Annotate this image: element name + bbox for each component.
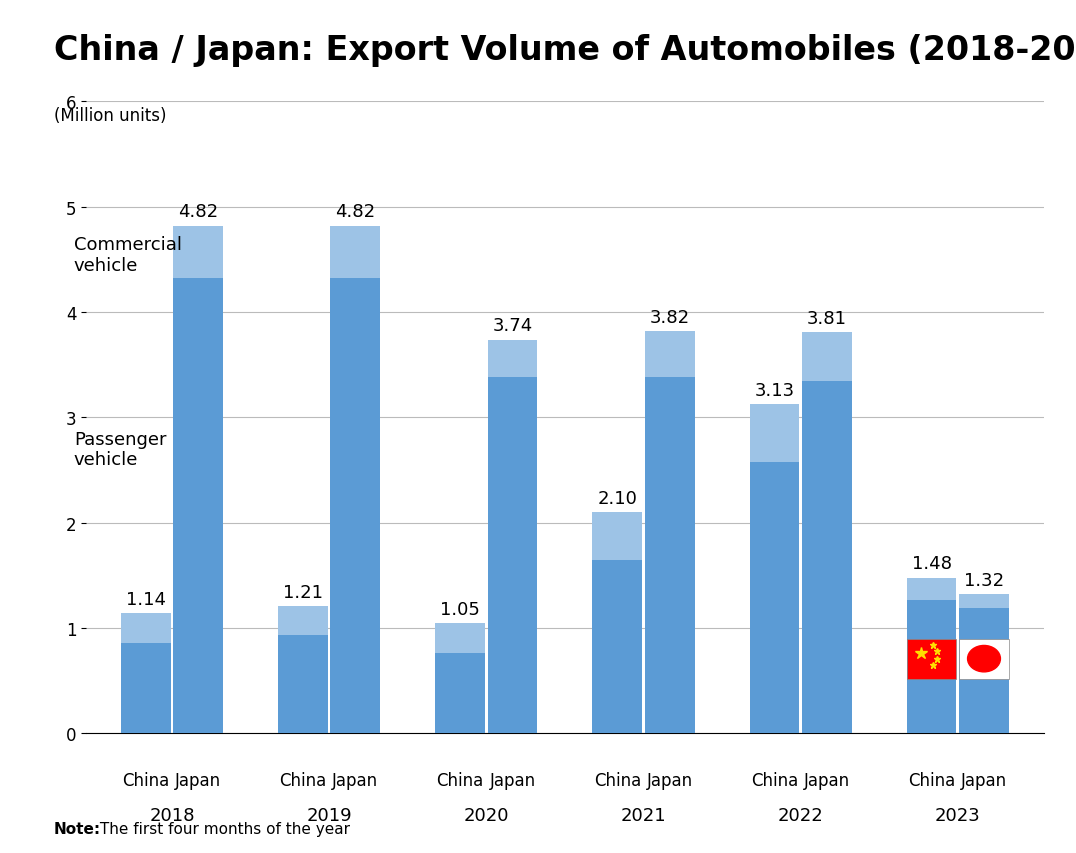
Text: China / Japan: Export Volume of Automobiles (2018-2023): China / Japan: Export Volume of Automobi… — [54, 34, 1076, 67]
Text: 3.13: 3.13 — [754, 381, 794, 399]
Bar — [121, 613, 171, 643]
Text: 2018: 2018 — [150, 806, 195, 824]
Text: China: China — [280, 771, 327, 789]
Bar — [750, 404, 799, 462]
Bar — [487, 378, 537, 734]
Text: Note:: Note: — [54, 821, 101, 836]
Bar — [593, 513, 642, 560]
Bar — [173, 279, 223, 734]
Bar — [173, 227, 223, 279]
Bar — [907, 577, 957, 600]
Text: 4.82: 4.82 — [179, 203, 218, 221]
Circle shape — [967, 646, 1001, 672]
Text: Japan: Japan — [175, 771, 222, 789]
Text: Japan: Japan — [332, 771, 379, 789]
Text: 2019: 2019 — [307, 806, 352, 824]
Bar — [278, 606, 328, 635]
Bar — [907, 600, 957, 734]
Bar — [802, 381, 852, 734]
Text: Japan: Japan — [961, 771, 1007, 789]
Text: 2022: 2022 — [778, 806, 823, 824]
Bar — [487, 340, 537, 378]
Bar — [330, 279, 380, 734]
Text: 2021: 2021 — [621, 806, 666, 824]
Text: Japan: Japan — [490, 771, 536, 789]
Text: 3.74: 3.74 — [493, 316, 533, 335]
Text: 2023: 2023 — [935, 806, 980, 824]
Text: Commercial
vehicle: Commercial vehicle — [74, 235, 182, 275]
Text: China: China — [437, 771, 484, 789]
Text: Japan: Japan — [804, 771, 850, 789]
Text: 1.14: 1.14 — [126, 590, 166, 608]
Text: 2.10: 2.10 — [597, 490, 637, 508]
Text: The first four months of the year: The first four months of the year — [95, 821, 350, 836]
Text: 2020: 2020 — [464, 806, 509, 824]
Text: China: China — [908, 771, 955, 789]
Bar — [959, 608, 1009, 734]
Text: Japan: Japan — [647, 771, 693, 789]
Bar — [802, 333, 852, 381]
Text: 3.82: 3.82 — [650, 309, 690, 327]
Text: China: China — [594, 771, 641, 789]
Bar — [435, 653, 485, 734]
Bar — [593, 560, 642, 734]
Text: 1.48: 1.48 — [911, 554, 951, 572]
Text: Passenger
vehicle: Passenger vehicle — [74, 430, 167, 469]
Bar — [330, 227, 380, 279]
Bar — [959, 595, 1009, 608]
Text: China: China — [751, 771, 798, 789]
Bar — [907, 639, 957, 679]
Text: 1.21: 1.21 — [283, 583, 323, 601]
Text: 4.82: 4.82 — [336, 203, 376, 221]
Text: China: China — [123, 771, 169, 789]
Bar — [959, 639, 1009, 679]
Text: 1.32: 1.32 — [964, 572, 1004, 589]
Bar — [750, 462, 799, 734]
Text: (Million units): (Million units) — [54, 107, 167, 125]
Bar — [645, 332, 695, 378]
Bar — [645, 378, 695, 734]
Text: 3.81: 3.81 — [807, 310, 847, 328]
Bar — [121, 643, 171, 734]
Bar — [435, 623, 485, 653]
Bar — [278, 635, 328, 734]
Text: 1.05: 1.05 — [440, 600, 480, 618]
